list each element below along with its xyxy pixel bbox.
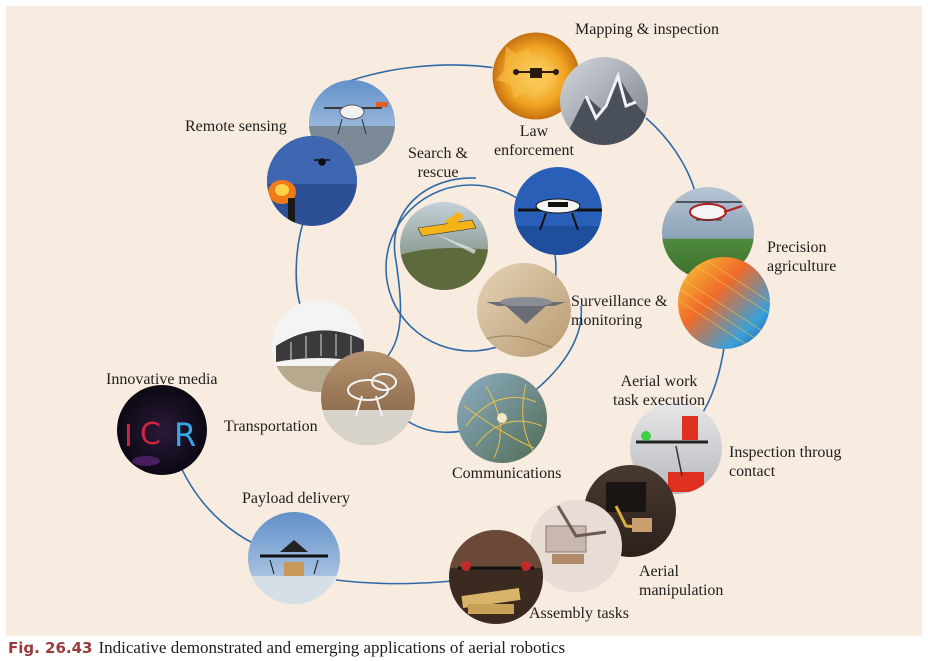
- figure-caption-text: Indicative demonstrated and emerging app…: [98, 638, 566, 657]
- label-inspection-contact: Inspection throug contact: [729, 444, 842, 480]
- label-mapping: Mapping & inspection: [575, 21, 719, 38]
- innovative-media-photo: I C R: [117, 385, 207, 475]
- assembly-arm-photo: [530, 500, 622, 592]
- transportation-lab-photo: [321, 351, 415, 445]
- mapping-photo: [560, 57, 648, 145]
- search-rescue-photo: [400, 202, 488, 290]
- label-law-enforcement: Law enforcement: [494, 123, 574, 159]
- label-surveillance: Surveillance & monitoring: [571, 293, 668, 329]
- payload-delivery-photo: [248, 512, 340, 604]
- label-transportation: Transportation: [224, 418, 318, 435]
- label-aerial-work: Aerial work task execution: [613, 373, 705, 409]
- communications-photo: [457, 373, 547, 463]
- figure-caption: Fig. 26.43 Indicative demonstrated and em…: [8, 638, 565, 658]
- svg-text:C: C: [140, 417, 161, 452]
- assembly-tasks-photo: [449, 530, 543, 624]
- spiral-diagram: I C R: [117, 31, 770, 624]
- label-assembly-tasks: Assembly tasks: [529, 605, 629, 622]
- label-remote-sensing: Remote sensing: [185, 118, 287, 135]
- police-drone-photo: [514, 167, 602, 255]
- svg-text:R: R: [174, 416, 196, 454]
- label-innovative-media: Innovative media: [106, 371, 218, 388]
- figure-panel: I C R: [6, 6, 922, 636]
- label-aerial-manipulation: Aerial manipulation: [639, 563, 724, 599]
- svg-text:I: I: [124, 419, 133, 454]
- surveillance-uav-photo: [477, 263, 571, 357]
- figure-number: Fig. 26.43: [8, 639, 93, 657]
- label-search-rescue: Search & rescue: [408, 145, 468, 181]
- label-precision-agriculture: Precision agriculture: [767, 239, 837, 275]
- precision-heatmap-photo: [678, 257, 770, 349]
- remote-sensing-flare-photo: [267, 136, 357, 226]
- label-payload-delivery: Payload delivery: [242, 490, 350, 507]
- label-communications: Communications: [452, 465, 562, 482]
